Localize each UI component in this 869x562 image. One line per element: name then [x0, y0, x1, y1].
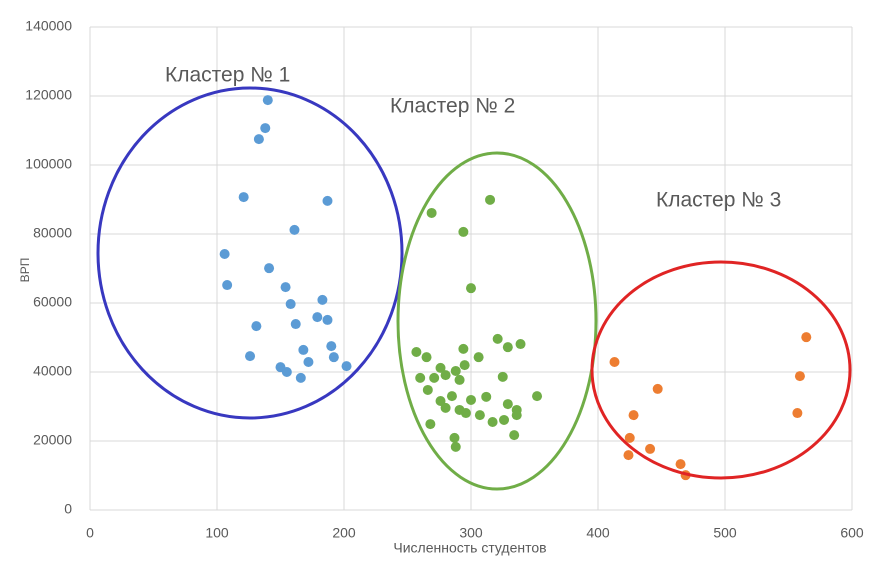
- cluster-ellipse: [396, 151, 598, 491]
- points: [219, 95, 812, 481]
- y-tick-label: 140000: [25, 18, 72, 34]
- y-tick-label: 100000: [25, 156, 72, 172]
- point: [341, 361, 352, 372]
- point: [502, 399, 513, 410]
- point: [285, 299, 296, 310]
- point: [502, 342, 513, 353]
- point: [295, 372, 306, 383]
- point: [532, 391, 543, 402]
- x-tick-label: 500: [713, 525, 737, 541]
- x-tick-label: 600: [840, 525, 864, 541]
- cluster-ellipse: [590, 260, 852, 480]
- x-tick-label: 100: [205, 525, 229, 541]
- point: [322, 195, 333, 206]
- point: [280, 282, 291, 293]
- point: [450, 365, 461, 376]
- point: [628, 410, 639, 421]
- point: [421, 352, 432, 363]
- point: [289, 224, 300, 235]
- y-tick-label: 0: [64, 501, 72, 517]
- point: [473, 352, 484, 363]
- point: [426, 207, 437, 218]
- point: [446, 391, 457, 402]
- point: [460, 408, 471, 419]
- point: [298, 344, 309, 355]
- point: [262, 95, 273, 106]
- point: [260, 123, 271, 134]
- cluster-ellipse: [96, 86, 404, 420]
- point: [645, 443, 656, 454]
- point: [317, 294, 328, 305]
- point: [792, 408, 803, 419]
- point: [245, 351, 256, 362]
- point: [794, 371, 805, 382]
- point: [466, 394, 476, 405]
- point: [458, 226, 469, 237]
- annotation: Кластер № 2: [390, 95, 515, 118]
- point: [429, 372, 440, 383]
- y-tick-label: 60000: [33, 294, 72, 310]
- grid: [89, 26, 853, 511]
- point: [264, 263, 275, 274]
- point: [251, 321, 262, 332]
- point: [322, 314, 333, 325]
- point: [303, 356, 314, 367]
- point: [326, 341, 337, 352]
- point: [222, 280, 233, 291]
- y-tick-label: 80000: [33, 225, 72, 241]
- point: [459, 360, 470, 371]
- point: [454, 374, 465, 385]
- point: [509, 430, 520, 441]
- y-axis-title: ВРП: [18, 258, 32, 283]
- point: [312, 312, 323, 323]
- point: [515, 339, 526, 350]
- x-tick-label: 300: [459, 525, 483, 541]
- point: [492, 333, 503, 344]
- point: [422, 384, 433, 395]
- point: [458, 343, 469, 354]
- point: [425, 419, 436, 430]
- point: [238, 192, 249, 203]
- point: [328, 352, 339, 363]
- point: [440, 402, 451, 413]
- point: [487, 417, 498, 428]
- point: [497, 371, 508, 382]
- point: [450, 441, 461, 452]
- point: [411, 346, 422, 357]
- point: [466, 283, 476, 294]
- annotation: Кластер № 1: [165, 64, 290, 87]
- y-tick-label: 40000: [33, 363, 72, 379]
- point: [675, 459, 686, 470]
- point: [435, 395, 446, 406]
- x-axis-title: Численность студентов: [393, 540, 546, 556]
- point: [801, 332, 812, 343]
- point: [609, 356, 620, 367]
- point: [290, 319, 301, 330]
- y-tick-label: 120000: [25, 87, 72, 103]
- point: [652, 383, 663, 394]
- point: [253, 134, 264, 145]
- point: [435, 362, 446, 373]
- point: [415, 372, 426, 383]
- point: [485, 194, 496, 205]
- point: [623, 450, 634, 461]
- x-tick-label: 0: [86, 525, 94, 541]
- point: [440, 370, 451, 381]
- annotation: Кластер № 3: [656, 189, 781, 212]
- point: [511, 410, 522, 421]
- point: [624, 432, 635, 443]
- point: [219, 249, 230, 260]
- x-tick-label: 400: [586, 525, 610, 541]
- y-tick-label: 20000: [33, 432, 72, 448]
- point: [281, 367, 292, 377]
- x-tick-label: 200: [332, 525, 356, 541]
- point: [481, 391, 492, 402]
- point: [499, 414, 510, 425]
- point: [474, 410, 485, 421]
- point: [449, 432, 460, 443]
